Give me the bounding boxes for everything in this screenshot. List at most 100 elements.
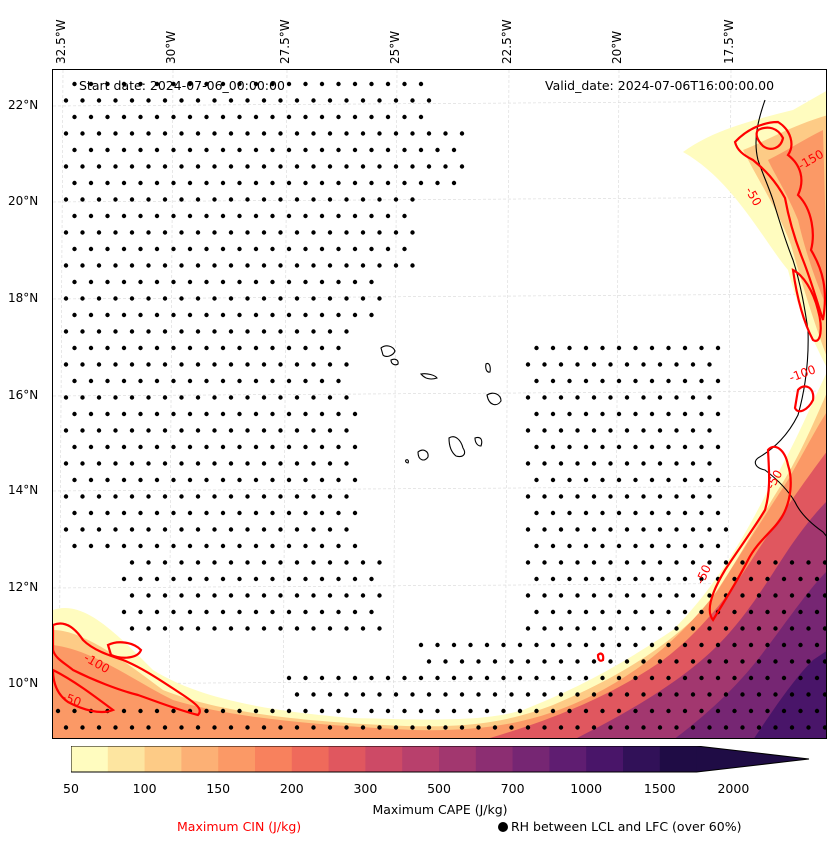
rh-dot <box>583 444 589 450</box>
rh-dot <box>319 279 325 285</box>
rh-dot <box>162 494 168 499</box>
rh-dot <box>286 609 292 615</box>
rh-dot <box>575 725 580 730</box>
rh-dot <box>418 180 424 186</box>
rh-dot <box>798 708 803 714</box>
rh-dot <box>138 279 143 285</box>
rh-dot <box>303 213 308 219</box>
rh-dot <box>534 708 539 714</box>
rh-dot <box>253 411 259 417</box>
rh-dot <box>204 312 209 318</box>
colorbar-segment <box>181 746 219 772</box>
rh-dot <box>633 642 638 648</box>
rh-dot <box>336 675 341 681</box>
rh-dot <box>88 444 94 450</box>
rh-dot <box>245 362 250 367</box>
colorbar-segment <box>402 746 440 772</box>
rh-dot <box>63 725 69 730</box>
rh-dot <box>146 428 151 433</box>
rh-dot <box>344 461 349 466</box>
rh-dot <box>567 378 572 384</box>
rh-dot <box>336 411 341 417</box>
rh-dot <box>253 378 259 384</box>
colorbar-tick-label: 500 <box>427 781 451 796</box>
rh-dot <box>88 378 94 384</box>
rh-dot <box>303 345 308 351</box>
rh-dot <box>451 708 457 714</box>
lat-tick-label: 16°N <box>8 388 39 402</box>
rh-dot <box>468 675 473 681</box>
rh-dot <box>550 510 556 516</box>
rh-dot <box>154 609 160 615</box>
rh-dot <box>105 279 110 285</box>
rh-dot <box>336 114 341 120</box>
rh-dot <box>96 164 102 169</box>
rh-dot-icon <box>498 822 508 832</box>
rh-dot <box>72 180 77 186</box>
rh-dot <box>204 345 209 351</box>
rh-dot <box>195 131 201 136</box>
rh-dot <box>674 494 679 499</box>
rh-dot <box>657 626 663 631</box>
rh-dot <box>171 213 176 219</box>
rh-dot <box>616 543 622 549</box>
rh-dot <box>525 395 531 400</box>
rh-dot <box>261 494 267 499</box>
rh-dot <box>814 708 820 714</box>
rh-dot <box>162 263 168 268</box>
rh-dot <box>96 527 102 532</box>
rh-dot <box>204 576 209 582</box>
rh-dot <box>534 576 539 582</box>
rh-dot <box>228 131 234 136</box>
rh-dot <box>319 81 325 87</box>
rh-dot <box>113 329 118 334</box>
rh-dot <box>360 692 366 697</box>
rh-dot <box>204 543 209 549</box>
rh-dot <box>657 560 663 565</box>
rh-dot <box>311 362 316 367</box>
rh-dot <box>740 626 745 631</box>
rh-dot <box>327 230 333 235</box>
rh-dot <box>682 477 688 483</box>
rh-dot <box>682 675 688 681</box>
rh-dot <box>740 560 745 565</box>
rh-dot <box>228 329 234 334</box>
rh-dot <box>715 378 721 384</box>
cin-contour-mid <box>793 385 815 413</box>
rh-dot <box>63 197 69 202</box>
rh-dot <box>699 345 704 351</box>
rh-dot <box>80 527 85 532</box>
rh-dot <box>113 197 118 202</box>
rh-dot <box>319 576 325 582</box>
rh-dot <box>162 725 168 730</box>
rh-dot <box>179 494 184 499</box>
rh-dot <box>72 444 77 450</box>
rh-dot <box>558 461 564 466</box>
rh-dot <box>138 708 143 714</box>
rh-dot <box>162 626 168 631</box>
rh-dot <box>682 345 688 351</box>
rh-dot <box>690 428 696 433</box>
rh-dot <box>245 197 250 202</box>
rh-dot <box>814 609 820 615</box>
rh-dot <box>534 378 539 384</box>
rh-dot <box>707 362 712 367</box>
rh-dot <box>171 345 176 351</box>
rh-dot <box>154 543 160 549</box>
rh-dot <box>443 164 448 169</box>
rh-dot <box>311 230 316 235</box>
rh-dot <box>336 312 341 318</box>
rh-dot <box>105 147 110 153</box>
rh-dot <box>270 477 275 483</box>
rh-dot <box>633 708 638 714</box>
colorbar-segment <box>512 746 550 772</box>
rh-dot <box>96 725 102 730</box>
rh-dot <box>608 494 613 499</box>
rh-dot <box>138 312 143 318</box>
colorbar-outline <box>71 746 810 773</box>
rh-dot <box>327 692 333 697</box>
rh-dot <box>591 692 597 697</box>
rh-dot <box>822 560 826 565</box>
rh-dot <box>121 708 127 714</box>
rh-dot <box>204 213 209 219</box>
